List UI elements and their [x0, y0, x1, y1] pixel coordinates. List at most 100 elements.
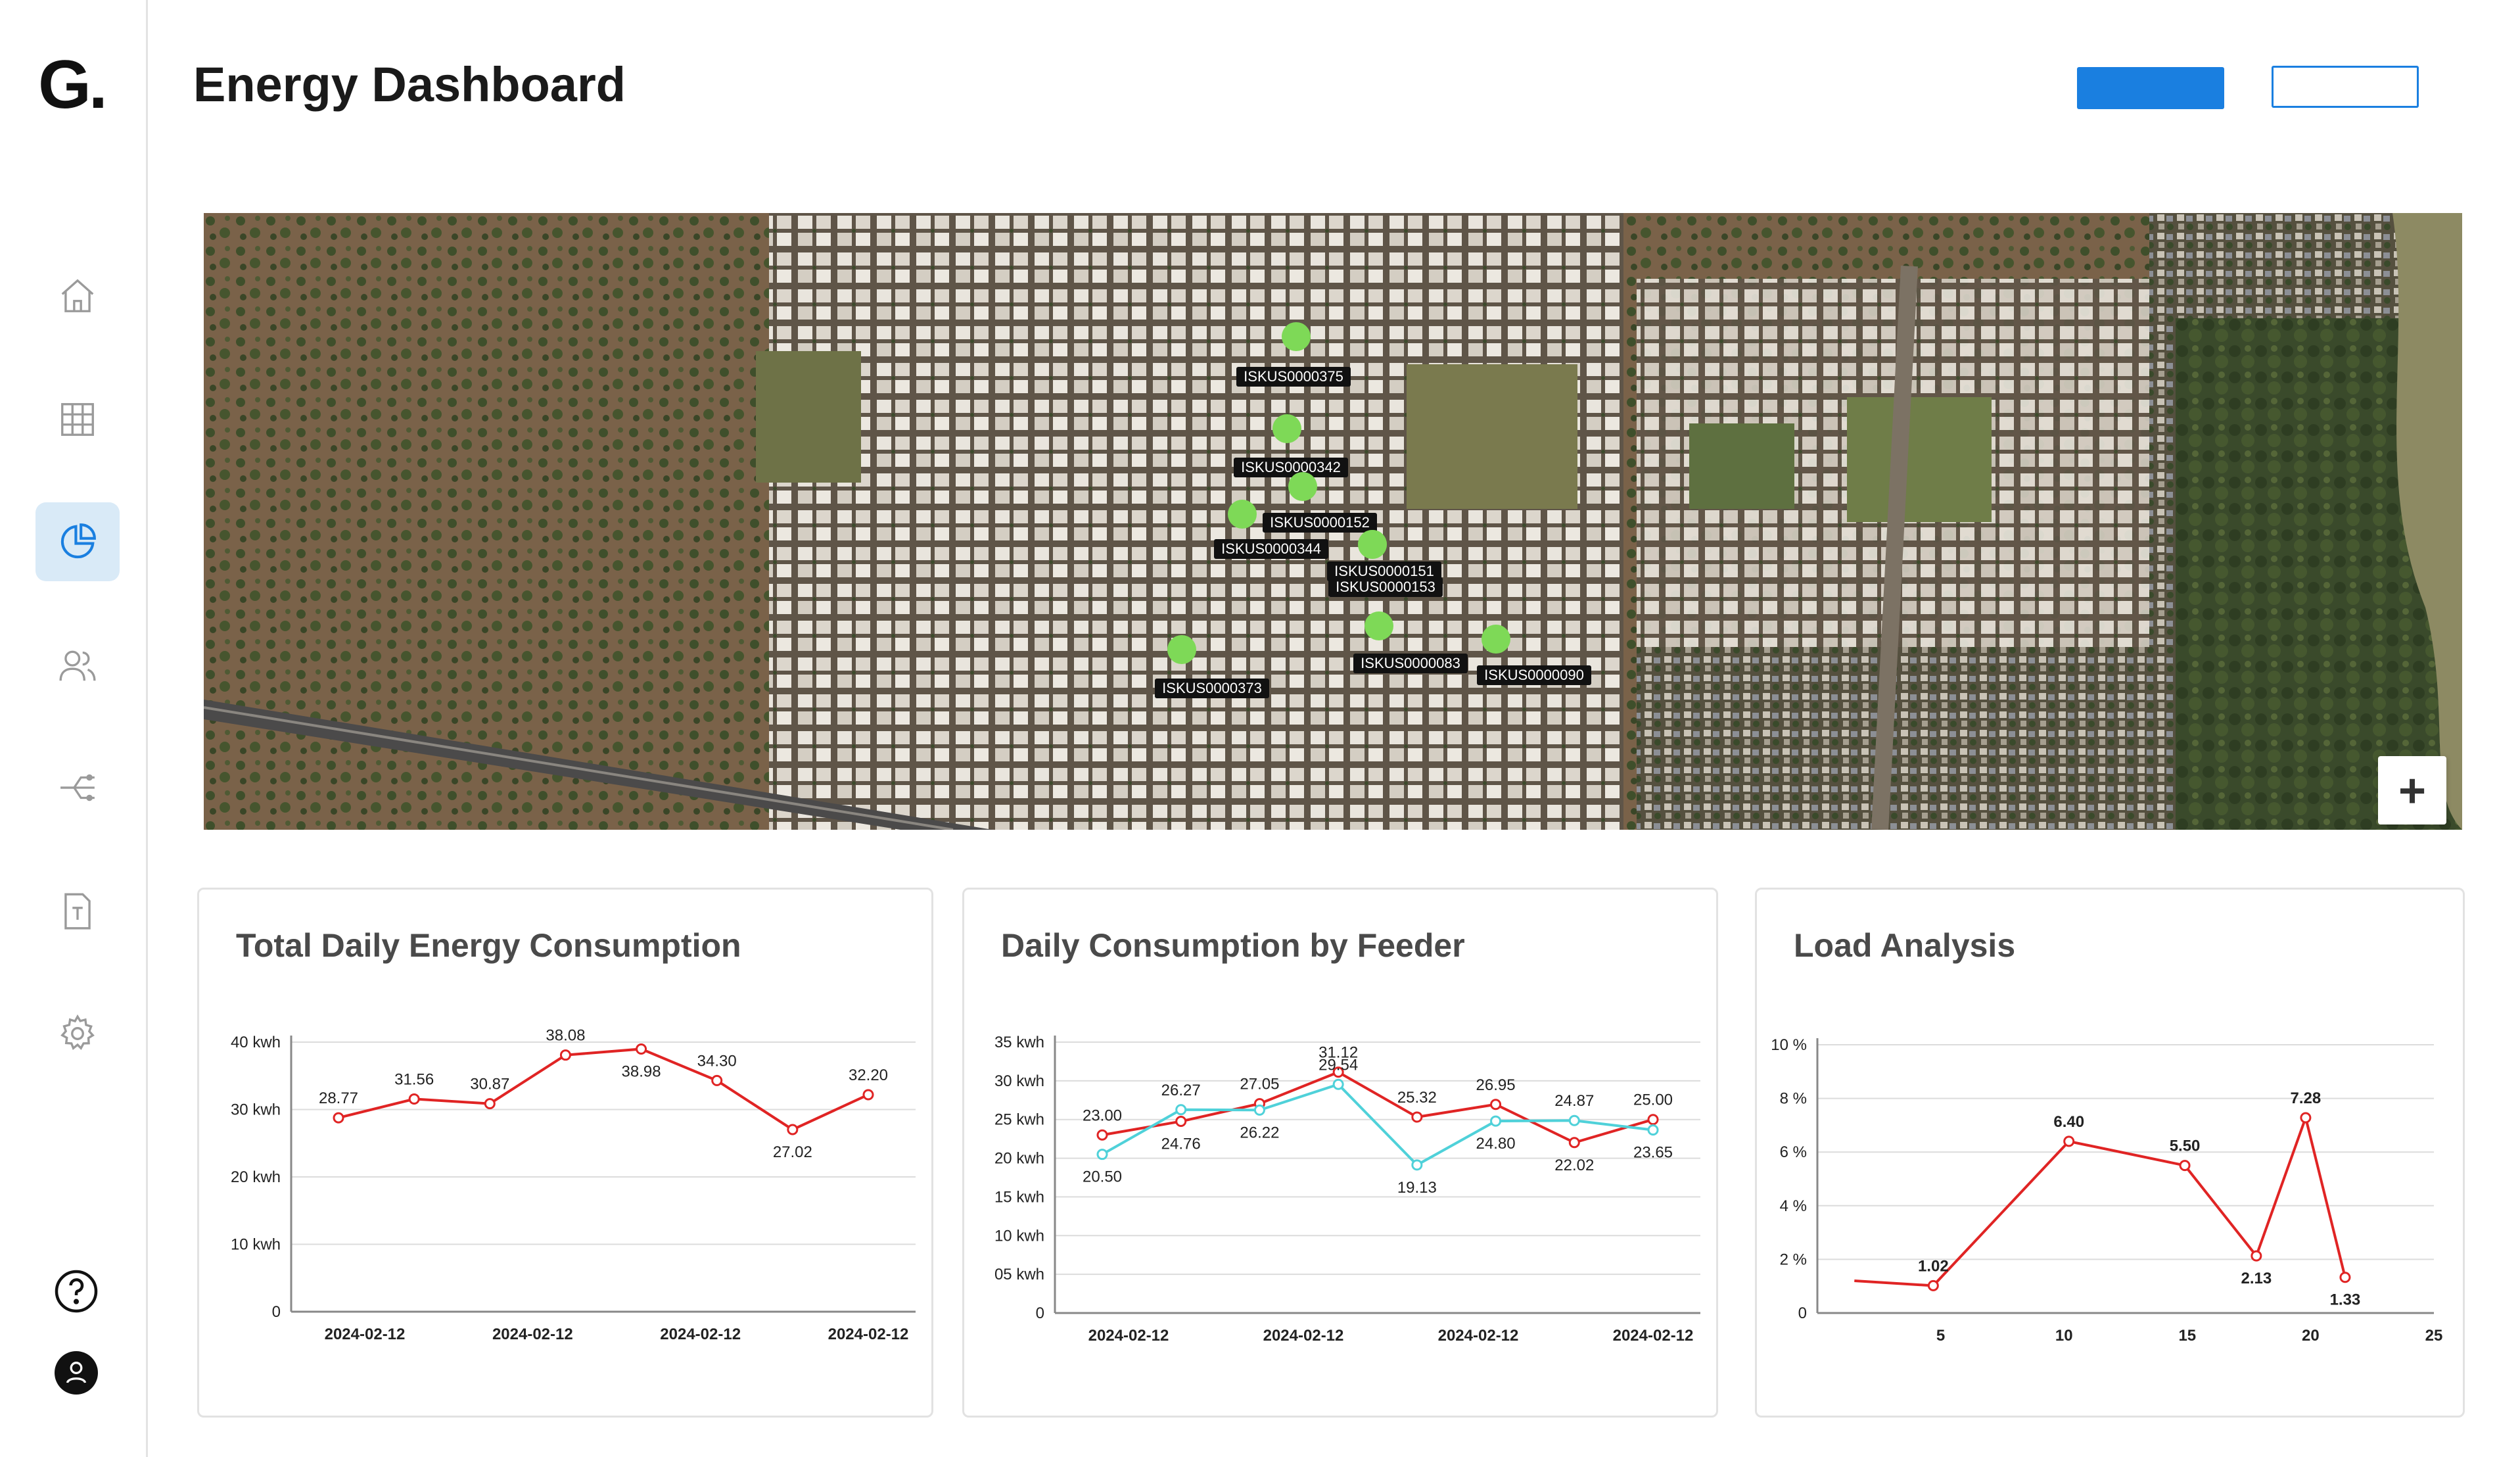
y-tick-label: 0 [1798, 1304, 1807, 1322]
data-point [2251, 1250, 2262, 1262]
data-point [1568, 1114, 1580, 1126]
data-point [1490, 1115, 1502, 1127]
map-marker-label-bg [1353, 654, 1468, 673]
map-marker-dot [1282, 322, 1311, 351]
data-label: 23.65 [1633, 1144, 1673, 1162]
data-point [1647, 1114, 1659, 1126]
sidebar-item-routing[interactable] [35, 748, 120, 827]
map-marker[interactable]: ISKUS0000152 [1263, 472, 1377, 533]
map-marker[interactable]: ISKUS0000153 [1328, 530, 1443, 597]
data-point [2300, 1112, 2312, 1124]
x-tick-label: 20 [2302, 1327, 2320, 1345]
data-point [2179, 1160, 2191, 1172]
map-marker-label: ISKUS0000153 [1336, 579, 1435, 595]
map-marker-label-bg [1263, 513, 1377, 533]
data-label: 7.28 [2291, 1089, 2322, 1107]
x-tick-label: 2024-02-12 [1613, 1327, 1694, 1345]
chart-card-total-daily: Total Daily Energy Consumption 0 10 kwh 20… [197, 888, 933, 1418]
map-marker-label: ISKUS0000151 [1334, 563, 1434, 579]
map-marker[interactable]: ISKUS0000344 [1214, 500, 1328, 559]
data-point [484, 1098, 496, 1110]
series-line [1102, 1082, 1654, 1167]
map-zoom-in-button[interactable]: + [2378, 756, 2446, 824]
data-point [1096, 1129, 1108, 1141]
sidebar-item-templates[interactable] [35, 872, 120, 951]
map-marker[interactable]: ISKUS0000083 [1353, 611, 1468, 673]
map-marker-dot [1482, 625, 1510, 654]
data-label: 5.50 [2170, 1137, 2201, 1155]
y-tick-label: 10 % [1771, 1036, 1807, 1054]
map-marker-dot [1288, 472, 1317, 501]
data-point [1490, 1099, 1502, 1111]
map-marker-dot [1167, 635, 1196, 664]
secondary-action-button[interactable] [2272, 66, 2419, 108]
home-icon [61, 279, 94, 312]
map-marker[interactable]: ISKUS0000090 [1477, 625, 1591, 685]
data-point [2339, 1272, 2351, 1283]
data-point [1332, 1078, 1344, 1090]
chart-title: Daily Consumption by Feeder [1001, 927, 1465, 964]
page-title: Energy Dashboard [193, 57, 626, 112]
sidebar-item-grid[interactable] [35, 380, 120, 459]
sidebar-item-home[interactable] [35, 256, 120, 335]
line-chart-total-daily: 0 10 kwh 20 kwh 30 kwh 40 kwh 2024-02-12 2024-… [231, 1027, 916, 1343]
chart-title: Load Analysis [1794, 927, 2016, 964]
data-point [1927, 1279, 1939, 1291]
data-label: 24.76 [1161, 1135, 1201, 1153]
data-label: 2.13 [2241, 1270, 2272, 1287]
sidebar-item-settings[interactable] [35, 994, 120, 1073]
map-marker[interactable]: ISKUS0000373 [1155, 635, 1269, 698]
data-label: 34.30 [697, 1052, 737, 1070]
data-label: 32.20 [849, 1066, 888, 1084]
map-marker-label: ISKUS0000344 [1221, 540, 1321, 557]
data-label: 26.22 [1240, 1124, 1279, 1141]
y-tick-label: 30 kwh [994, 1072, 1044, 1090]
sidebar-item-analytics[interactable] [35, 502, 120, 581]
primary-action-button[interactable] [2077, 67, 2224, 109]
data-point [711, 1074, 723, 1086]
sidebar-item-users[interactable] [35, 626, 120, 705]
x-tick-label: 2024-02-12 [1088, 1327, 1169, 1345]
data-point [1175, 1116, 1187, 1128]
data-point [1096, 1149, 1108, 1160]
map-markers-layer: ISKUS0000375 ISKUS0000342 ISKUS0000152 ISKU… [1155, 322, 1591, 698]
data-point [2063, 1135, 2075, 1147]
data-label: 25.32 [1397, 1089, 1437, 1107]
y-tick-label: 25 kwh [994, 1111, 1044, 1129]
y-tick-label: 15 kwh [994, 1188, 1044, 1206]
map-marker-label: ISKUS0000152 [1270, 514, 1370, 531]
map-marker[interactable]: ISKUS0000342 [1234, 414, 1348, 477]
y-tick-label: 8 % [1780, 1090, 1807, 1108]
data-label: 27.02 [773, 1143, 812, 1161]
x-tick-label: 2024-02-12 [492, 1326, 573, 1343]
data-label: 1.33 [2330, 1291, 2361, 1309]
x-tick-label: 5 [1936, 1327, 1945, 1345]
app-logo[interactable]: G. [38, 47, 108, 123]
data-label: 31.56 [394, 1071, 434, 1089]
map-marker-label-bg [1328, 577, 1443, 597]
data-point [1568, 1137, 1580, 1149]
profile-button[interactable] [53, 1349, 100, 1397]
data-point [862, 1089, 874, 1101]
data-label: 28.77 [319, 1089, 358, 1107]
y-tick-label: 30 kwh [231, 1101, 281, 1119]
map-marker-label-bg [1234, 458, 1348, 477]
map-marker[interactable]: ISKUS0000375 [1236, 322, 1351, 387]
data-point [1411, 1159, 1423, 1171]
data-label: 38.08 [546, 1027, 585, 1045]
x-tick-label: 2024-02-12 [828, 1326, 909, 1343]
map-marker-label-bg [1327, 561, 1441, 581]
map-marker-dot [1358, 530, 1387, 559]
map-view[interactable]: ISKUS0000375 ISKUS0000342 ISKUS0000152 ISKU… [204, 213, 2462, 830]
document-icon [64, 893, 91, 930]
help-button[interactable] [53, 1268, 100, 1315]
data-label: 20.50 [1083, 1168, 1122, 1186]
route-icon [60, 774, 95, 801]
data-label: 27.05 [1240, 1076, 1279, 1093]
data-point [1175, 1104, 1187, 1116]
data-label: 6.40 [2053, 1113, 2084, 1131]
y-tick-label: 0 [1036, 1304, 1044, 1322]
y-tick-label: 4 % [1780, 1197, 1807, 1215]
data-label: 25.00 [1633, 1091, 1673, 1109]
y-tick-label: 40 kwh [231, 1034, 281, 1051]
